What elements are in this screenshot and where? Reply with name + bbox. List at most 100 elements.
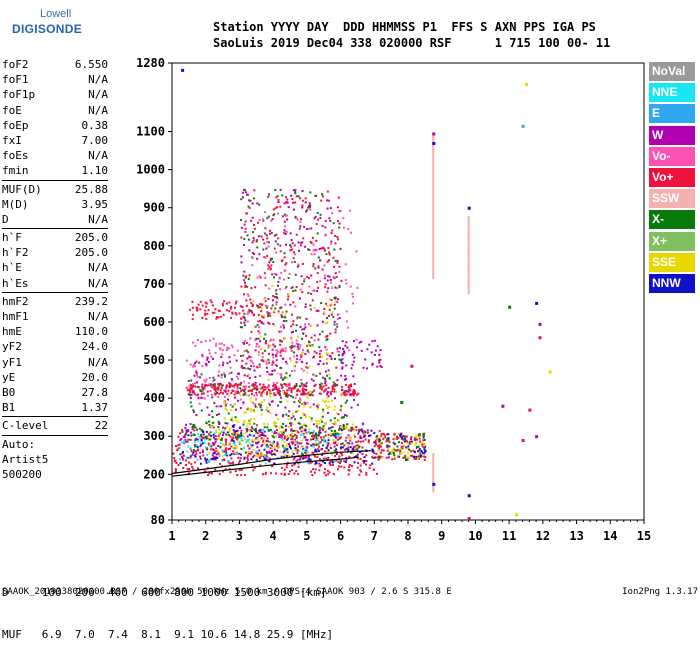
header-values: SaoLuis 2019 Dec04 338 020000 RSF 1 715 …	[213, 36, 611, 50]
echo-point	[263, 423, 266, 426]
echo-point	[223, 402, 226, 405]
echo-point	[233, 424, 236, 427]
echo-point	[289, 374, 292, 377]
param-row: hmF1 N/A	[2, 309, 108, 324]
echo-point	[230, 409, 233, 412]
echo-point	[223, 372, 226, 375]
echo-point	[351, 465, 354, 468]
echo-point	[334, 328, 337, 331]
echo-point	[432, 141, 436, 145]
echo-point	[226, 384, 229, 387]
echo-point	[292, 301, 295, 304]
echo-point	[239, 457, 242, 460]
echo-point	[329, 447, 332, 450]
echo-point	[194, 455, 197, 458]
echo-point	[336, 317, 339, 320]
echo-point	[467, 517, 471, 521]
echo-point	[279, 351, 282, 354]
echo-point	[251, 456, 254, 459]
echo-point	[271, 388, 274, 391]
echo-point	[244, 284, 247, 287]
echo-point	[222, 361, 225, 364]
param-name: hmF1	[2, 310, 29, 323]
echo-point	[246, 460, 249, 463]
echo-point	[283, 474, 286, 477]
echo-column-point	[432, 248, 435, 252]
echo-point	[322, 460, 325, 463]
echo-point	[325, 362, 328, 365]
echo-point	[237, 435, 240, 438]
echo-point	[280, 376, 283, 379]
echo-point	[293, 261, 296, 264]
echo-point	[261, 359, 264, 362]
echo-point	[307, 430, 310, 433]
echo-point	[348, 455, 351, 458]
echo-point	[257, 320, 260, 323]
echo-point	[215, 438, 218, 441]
echo-point	[372, 449, 375, 452]
echo-point	[284, 376, 287, 379]
echo-point	[283, 326, 286, 329]
echo-point	[318, 458, 321, 461]
echo-point	[244, 276, 247, 279]
echo-point	[228, 301, 231, 304]
param-value: 22	[94, 419, 108, 433]
echo-point	[312, 379, 315, 382]
echo-point	[291, 344, 294, 347]
echo-point	[296, 345, 299, 348]
echo-point	[360, 437, 363, 440]
echo-point	[217, 425, 220, 428]
echo-point	[313, 471, 316, 474]
echo-point	[239, 434, 242, 437]
echo-point	[201, 386, 204, 389]
echo-point	[247, 373, 250, 376]
echo-point	[271, 443, 274, 446]
echo-point	[323, 401, 326, 404]
echo-point	[410, 440, 413, 443]
echo-point	[240, 321, 243, 324]
echo-point	[352, 360, 355, 363]
echo-point	[230, 305, 233, 308]
echo-point	[212, 433, 215, 436]
echo-column-point	[432, 223, 435, 227]
echo-point	[344, 344, 347, 347]
echo-point	[243, 385, 246, 388]
echo-point	[324, 377, 327, 380]
echo-point	[322, 427, 325, 430]
echo-point	[367, 441, 370, 444]
echo-point	[267, 264, 270, 267]
echo-point	[407, 442, 410, 445]
echo-point	[301, 206, 304, 209]
echo-point	[231, 438, 234, 441]
echo-point	[180, 437, 183, 440]
echo-point	[210, 385, 213, 388]
echo-point	[348, 386, 351, 389]
echo-point	[328, 298, 331, 301]
echo-point	[415, 445, 418, 448]
echo-point	[330, 299, 333, 302]
echo-point	[393, 457, 396, 460]
echo-point	[403, 440, 406, 443]
echo-point	[228, 430, 231, 433]
echo-point	[281, 415, 284, 418]
echo-point	[338, 461, 341, 464]
echo-point	[203, 441, 206, 444]
param-value: 25.88	[74, 182, 108, 196]
echo-point	[247, 205, 250, 208]
echo-point	[275, 352, 278, 355]
echo-point	[199, 462, 202, 465]
echo-point	[342, 416, 345, 419]
echo-point	[187, 438, 190, 441]
echo-point	[316, 272, 319, 275]
echo-point	[248, 447, 251, 450]
echo-point	[375, 472, 378, 475]
echo-point	[333, 296, 336, 299]
echo-point	[378, 446, 381, 449]
echo-point	[215, 405, 218, 408]
echo-point	[258, 203, 261, 206]
echo-point	[346, 399, 349, 402]
echo-point	[315, 374, 318, 377]
echo-point	[304, 201, 307, 204]
echo-point	[317, 403, 320, 406]
param-row: hmE 110.0	[2, 324, 108, 339]
